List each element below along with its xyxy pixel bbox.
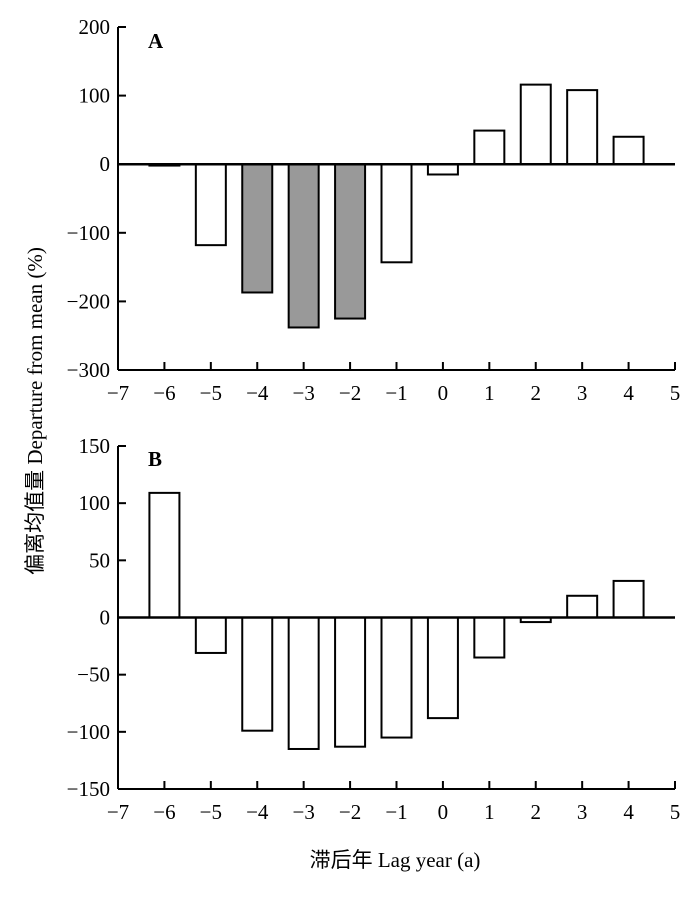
bar (426, 163, 459, 176)
panel-label: A (148, 29, 164, 53)
x-tick-label: −6 (153, 800, 175, 824)
y-tick-label: −100 (67, 221, 110, 245)
x-tick-label: −4 (246, 381, 269, 405)
panel-b: −150 −100 −50 0 50 100 150 −7 −6 −5 −4 −3 −2 −1 0 1 2 3 4 5… (67, 434, 681, 824)
bar (473, 129, 506, 166)
bar (287, 163, 320, 329)
bar (194, 163, 227, 247)
x-axis-title: 滞后年 Lag year (a) (310, 848, 481, 872)
x-tick-label: −7 (107, 381, 129, 405)
y-tick-label: 0 (100, 606, 111, 630)
bar (612, 579, 645, 619)
y-tick-label: 100 (79, 491, 111, 515)
x-tick-label: −3 (292, 800, 314, 824)
panel-label: B (148, 447, 162, 471)
x-tick-label: −5 (200, 381, 222, 405)
x-tick-label: −1 (385, 381, 407, 405)
bar (519, 83, 552, 166)
bar (334, 616, 367, 748)
y-tick-label: 50 (89, 548, 110, 572)
bar (566, 594, 599, 619)
x-tick-label: −6 (153, 381, 175, 405)
x-tick-label: 1 (484, 800, 495, 824)
bar (380, 616, 413, 739)
x-tick-label: 3 (577, 800, 588, 824)
x-tick-label: 5 (670, 800, 681, 824)
bar (380, 163, 413, 264)
y-tick-label: −100 (67, 720, 110, 744)
y-tick-label: 100 (79, 84, 111, 108)
y-tick-label: 200 (79, 15, 111, 39)
bar (148, 491, 181, 619)
bar (334, 163, 367, 320)
panel-a: −300 −200 −100 0 100 200 −7 −6 −5 −4 −3 −2 −1 0 1 2 3 4 5 A (67, 15, 681, 405)
bar (473, 616, 506, 659)
y-tick-label: −200 (67, 289, 110, 313)
x-tick-label: 2 (531, 381, 542, 405)
x-tick-label: 4 (623, 381, 634, 405)
bar (287, 616, 320, 750)
bar (426, 616, 459, 720)
x-tick-label: −2 (339, 800, 361, 824)
x-tick-label: −1 (385, 800, 407, 824)
x-tick-label: −2 (339, 381, 361, 405)
y-tick-label: 150 (79, 434, 111, 458)
y-tick-label: −300 (67, 358, 110, 382)
bar (194, 616, 227, 654)
y-tick-label: −50 (77, 663, 110, 687)
x-tick-label: 3 (577, 381, 588, 405)
x-tick-label: −5 (200, 800, 222, 824)
x-tick-label: 0 (438, 800, 449, 824)
x-tick-label: −3 (292, 381, 314, 405)
x-tick-label: 4 (623, 800, 634, 824)
y-axis-title: 偏离均值量 Departure from mean (%) (23, 247, 47, 575)
x-tick-label: −7 (107, 800, 129, 824)
bar (241, 616, 274, 732)
bar (612, 135, 645, 166)
x-tick-label: −4 (246, 800, 269, 824)
y-tick-label: 0 (100, 152, 111, 176)
bar (566, 89, 599, 166)
x-tick-label: 5 (670, 381, 681, 405)
x-tick-label: 0 (438, 381, 449, 405)
x-tick-label: 1 (484, 381, 495, 405)
bar (241, 163, 274, 294)
x-tick-label: 2 (531, 800, 542, 824)
y-tick-label: −150 (67, 777, 110, 801)
